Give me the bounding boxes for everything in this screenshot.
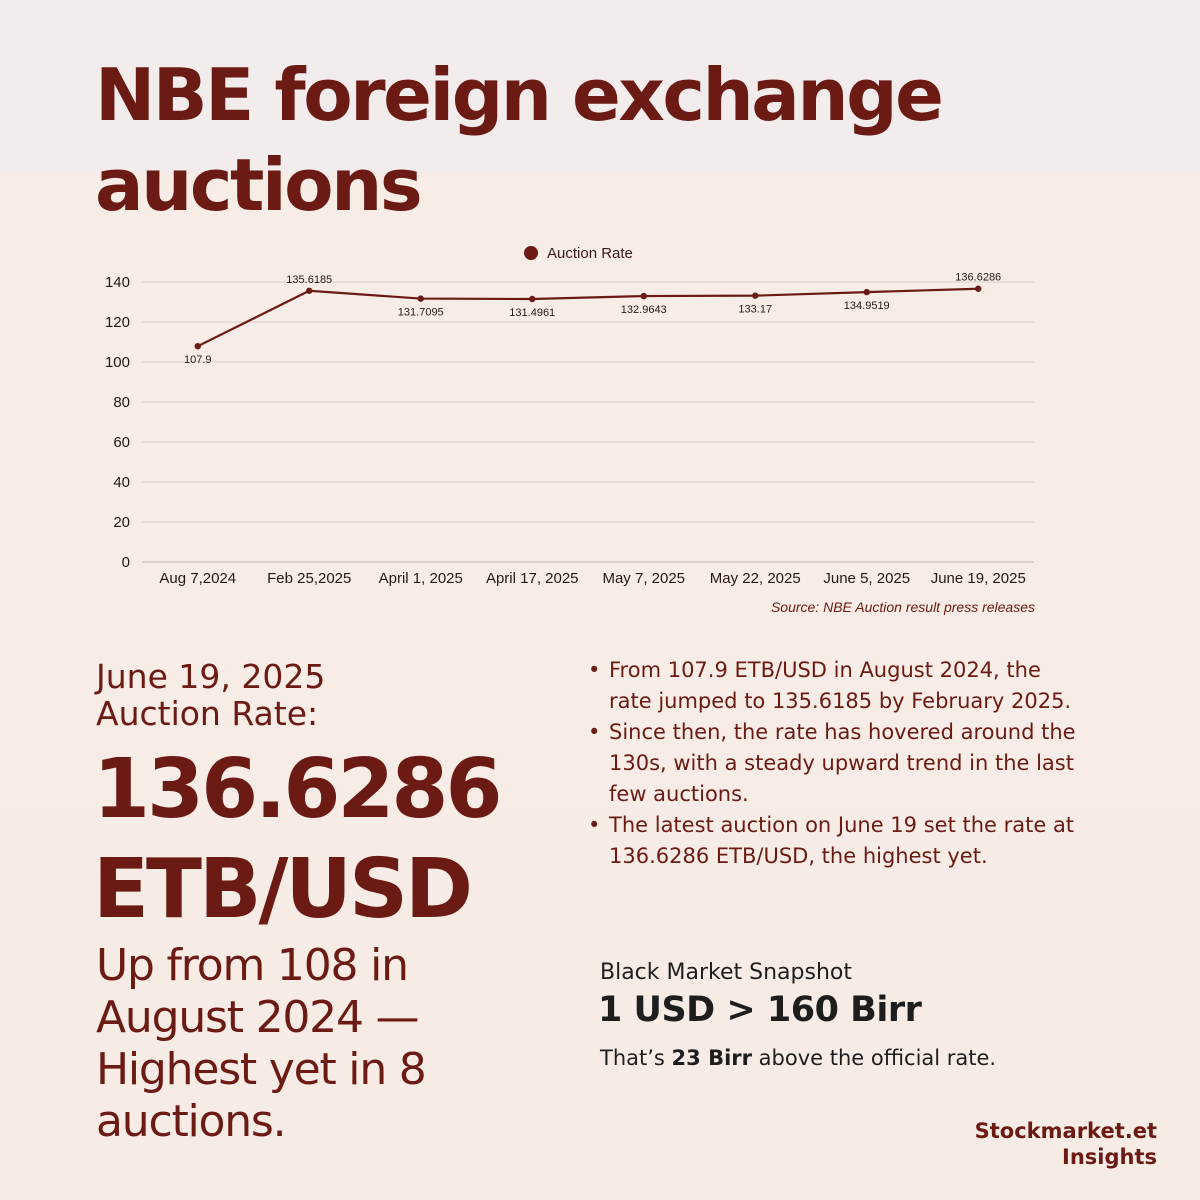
y-tick-label: 40 bbox=[113, 474, 130, 491]
x-tick-label: Feb 25,2025 bbox=[267, 570, 351, 587]
highlight-rate-unit: ETB/USD bbox=[93, 842, 473, 937]
note-prefix: That’s bbox=[600, 1046, 672, 1070]
y-tick-label: 0 bbox=[122, 554, 130, 571]
x-tick-label: April 17, 2025 bbox=[486, 570, 579, 587]
black-market-value: 1 USD > 160 Birr bbox=[598, 990, 922, 1030]
auction-rate-line-chart: Auction Rate 0 20 40 60 80 100 120 140 Aug 7,20… bbox=[105, 245, 1034, 587]
y-tick-label: 80 bbox=[113, 394, 130, 411]
summary-bullet: • The latest auction on June 19 set the r… bbox=[588, 810, 1078, 872]
highlight-rate-value: 136.6286 bbox=[93, 742, 503, 837]
y-tick-label: 140 bbox=[105, 274, 130, 291]
highlight-rate: 136.6286 ETB/USD bbox=[93, 740, 583, 940]
legend-label: Auction Rate bbox=[547, 245, 633, 262]
highlight-date-line: June 19, 2025 bbox=[96, 657, 326, 696]
chart-source: Source: NBE Auction result press release… bbox=[770, 599, 1035, 615]
y-tick-label: 20 bbox=[113, 514, 130, 531]
data-label: 135.6185 bbox=[286, 274, 332, 286]
brand-logo: Stockmarket.et Insights bbox=[975, 1118, 1157, 1170]
data-label: 131.7095 bbox=[398, 307, 444, 319]
data-label: 131.4961 bbox=[509, 307, 555, 319]
data-point bbox=[975, 285, 982, 292]
data-label: 133.17 bbox=[738, 304, 772, 316]
data-point bbox=[752, 292, 759, 299]
bullet-marker: • bbox=[588, 720, 601, 744]
bullet-marker: • bbox=[588, 813, 601, 837]
x-tick-label: May 7, 2025 bbox=[602, 570, 685, 587]
black-market-heading: Black Market Snapshot bbox=[600, 960, 852, 985]
chart-legend: Auction Rate bbox=[524, 245, 633, 262]
x-tick-label: Aug 7,2024 bbox=[159, 570, 236, 587]
data-point bbox=[306, 287, 313, 294]
brand-tagline: Insights bbox=[1062, 1145, 1157, 1169]
summary-bullet: • Since then, the rate has hovered around… bbox=[588, 717, 1078, 810]
black-market-note: That’s 23 Birr above the official rate. bbox=[600, 1046, 996, 1070]
data-label: 136.6286 bbox=[955, 272, 1001, 284]
data-point bbox=[640, 292, 647, 300]
highlight-date: June 19, 2025 Auction Rate: bbox=[96, 658, 556, 732]
data-label: 132.9643 bbox=[621, 304, 667, 316]
series-line bbox=[197, 287, 979, 348]
page-title: NBE foreign exchange auctions bbox=[95, 53, 944, 227]
x-tick-label: June 5, 2025 bbox=[823, 570, 910, 587]
summary-bullet: • From 107.9 ETB/USD in August 2024, the … bbox=[588, 655, 1078, 717]
data-point bbox=[194, 343, 201, 350]
bullet-marker: • bbox=[588, 658, 601, 682]
x-tick-label: May 22, 2025 bbox=[710, 570, 801, 587]
summary-bullets: • From 107.9 ETB/USD in August 2024, the … bbox=[588, 655, 1078, 872]
note-suffix: above the official rate. bbox=[751, 1046, 997, 1070]
bullet-text: From 107.9 ETB/USD in August 2024, the r… bbox=[609, 658, 1072, 713]
y-tick-label: 120 bbox=[105, 314, 130, 331]
bullet-text: Since then, the rate has hovered around … bbox=[609, 720, 1076, 806]
brand-name: Stockmarket.et bbox=[974, 1119, 1157, 1143]
x-tick-label: April 1, 2025 bbox=[379, 570, 463, 587]
chart-grid bbox=[142, 281, 1034, 563]
data-point bbox=[417, 295, 424, 302]
legend-marker bbox=[524, 246, 538, 260]
highlight-subtext: Up from 108 in August 2024 — Highest yet… bbox=[96, 940, 427, 1147]
x-axis-ticks: Aug 7,2024 Feb 25,2025 April 1, 2025 April … bbox=[159, 570, 1025, 587]
data-point bbox=[863, 288, 870, 296]
chart-series: 107.9 135.6185 131.7095 131.4961 132.9643 133… bbox=[184, 272, 1001, 366]
bullet-text: The latest auction on June 19 set the ra… bbox=[609, 813, 1075, 868]
y-tick-label: 60 bbox=[113, 434, 130, 451]
data-label: 107.9 bbox=[184, 354, 212, 366]
y-axis-ticks: 0 20 40 60 80 100 120 140 bbox=[105, 274, 130, 571]
data-label: 134.9519 bbox=[844, 300, 890, 312]
y-tick-label: 100 bbox=[105, 354, 130, 371]
note-bold: 23 Birr bbox=[671, 1046, 752, 1070]
data-point bbox=[529, 295, 536, 303]
highlight-label-line: Auction Rate: bbox=[96, 694, 319, 733]
x-tick-label: June 19, 2025 bbox=[931, 570, 1026, 587]
